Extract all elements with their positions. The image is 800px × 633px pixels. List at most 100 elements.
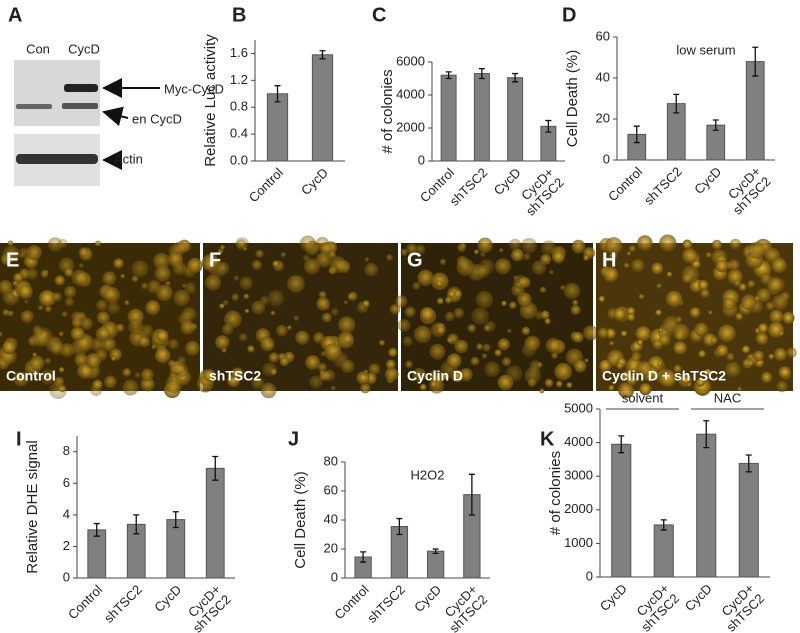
cell: [638, 293, 645, 300]
blot-band: [62, 103, 98, 109]
error-bar: [93, 522, 100, 537]
cell: [58, 331, 64, 337]
cell: [771, 257, 787, 274]
cell: [453, 307, 465, 319]
error-bar: [618, 435, 625, 454]
cell: [584, 358, 589, 363]
cell: [544, 318, 551, 325]
cell: [524, 367, 542, 384]
cell: [446, 353, 462, 369]
cell: [572, 299, 579, 306]
y-tick-label: 1000: [564, 535, 593, 550]
cell: [555, 380, 563, 388]
panel-label: H: [602, 249, 616, 271]
cell: [694, 322, 709, 337]
cell: [384, 367, 399, 382]
bar: [426, 550, 445, 579]
cell: [115, 323, 125, 333]
error-bar: [445, 71, 452, 80]
cell: [626, 312, 636, 322]
annotation: H2O2: [411, 467, 445, 482]
cell: [368, 363, 381, 376]
panel-label: B: [232, 4, 246, 26]
cell: [348, 291, 358, 302]
cell: [673, 341, 687, 355]
cell: [185, 340, 200, 356]
cell: [681, 265, 700, 284]
cell: [174, 362, 189, 378]
cell: [78, 263, 84, 269]
cell: [45, 305, 52, 313]
cell: [96, 311, 110, 325]
cell: [58, 366, 65, 373]
cell: [454, 339, 469, 354]
cell: [673, 364, 682, 373]
arrow: [102, 106, 129, 127]
cell: [758, 323, 768, 334]
cell: [26, 267, 39, 280]
cell: [460, 242, 467, 249]
cell: [13, 371, 29, 387]
cell: [255, 249, 264, 259]
cell: [729, 238, 741, 250]
y-tick-label: 20: [596, 110, 610, 125]
y-tick-label: 4000: [396, 86, 425, 101]
cell: [95, 299, 108, 312]
panel-label: E: [6, 249, 19, 271]
cell: [260, 382, 277, 399]
cell: [397, 319, 411, 332]
cell: [64, 268, 74, 278]
cell: [356, 371, 370, 385]
cell: [476, 265, 490, 278]
cell: [501, 300, 507, 307]
x-tick-label: CycD: [691, 164, 724, 197]
cell: [417, 269, 434, 287]
cell: [404, 306, 416, 318]
y-tick-label: 1.6: [230, 45, 248, 60]
x-tick-label: CycD+shTSC2: [180, 582, 234, 633]
y-tick-label: 6: [63, 475, 70, 490]
y-tick-label: 40: [324, 511, 338, 526]
cell: [620, 330, 628, 337]
cell: [436, 326, 446, 335]
cell: [541, 240, 557, 256]
group-label: solvent: [622, 390, 664, 405]
cell: [251, 376, 265, 390]
cell: [216, 261, 230, 275]
y-tick-label: 0: [63, 569, 70, 584]
cell: [107, 301, 120, 315]
chart: C# of colonies0200040006000ControlshTSC2…: [372, 4, 567, 219]
cell: [321, 312, 332, 323]
error-bar: [360, 551, 367, 563]
error-bar: [468, 473, 475, 516]
cell: [598, 295, 606, 303]
cell: [37, 304, 44, 311]
x-tick-label: CycD: [151, 582, 184, 615]
cell: [710, 336, 719, 345]
error-bar: [478, 67, 485, 80]
cell: [275, 324, 288, 337]
cell: [637, 235, 653, 251]
cell: [231, 367, 244, 380]
cell: [147, 280, 162, 294]
cell: [0, 331, 3, 337]
cell: [778, 330, 784, 337]
cell: [272, 260, 280, 268]
cell: [572, 332, 584, 343]
cell: [219, 244, 226, 251]
cell: [71, 311, 83, 323]
panel-label: G: [407, 249, 423, 271]
x-tick-label: shTSC2: [447, 165, 491, 209]
cell: [131, 260, 149, 278]
y-tick-label: 6000: [396, 53, 425, 68]
cell: [652, 339, 664, 351]
cell: [439, 258, 447, 266]
cell: [49, 381, 67, 400]
cell: [616, 362, 624, 370]
cell: [239, 276, 253, 290]
y-axis-label: Relative Luc activity: [202, 34, 219, 167]
cell: [64, 285, 77, 299]
cell: [509, 238, 522, 251]
